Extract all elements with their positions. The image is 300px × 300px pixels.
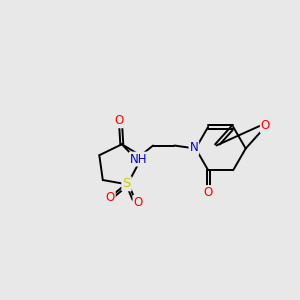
Text: S: S — [122, 177, 131, 190]
Text: NH: NH — [130, 153, 147, 166]
Text: O: O — [203, 186, 213, 199]
Text: O: O — [261, 119, 270, 132]
Text: O: O — [115, 114, 124, 127]
Text: O: O — [106, 191, 115, 205]
Text: N: N — [190, 141, 198, 154]
Text: O: O — [134, 196, 143, 209]
